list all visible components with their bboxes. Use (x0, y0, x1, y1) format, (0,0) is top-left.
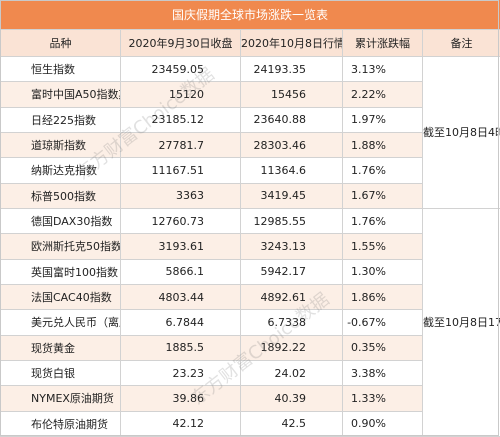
row-name: 英国富时100指数 (0, 258, 121, 285)
header-now: 2020年10月8日行情 (240, 29, 343, 57)
market-table: 品种 2020年9月30日收盘 2020年10月8日行情 累计涨跌幅 备注 恒生… (0, 29, 500, 437)
table-row: NYMEX原油期货 39.86 40.39 1.33% (0, 385, 500, 412)
row-name: 德国DAX30指数 (0, 207, 121, 235)
table-row: 富时中国A50指数期货 15120 15456 2.22% (0, 81, 500, 108)
table-row: 道琼斯指数 27781.7 28303.46 1.88% (0, 131, 500, 159)
row-close: 15120 (120, 81, 241, 108)
row-name: 纳斯达克指数 (0, 157, 121, 184)
row-now: 3243.13 (240, 233, 343, 260)
row-close: 12760.73 (120, 207, 241, 235)
row-name: 标普500指数 (0, 182, 121, 209)
table-row: 美元兑人民币（离岸） 6.7844 6.7338 -0.67% (0, 309, 500, 336)
row-close: 3363 (120, 182, 241, 209)
row-close: 3193.61 (120, 233, 241, 260)
row-close: 27781.7 (120, 131, 241, 159)
note-cell: 截至10月8日4时 (422, 56, 500, 209)
row-close: 23.23 (120, 359, 241, 387)
row-change: -0.67% (342, 309, 423, 336)
table-row: 欧洲斯托克50指数 3193.61 3243.13 1.55% (0, 233, 500, 260)
row-now: 40.39 (240, 385, 343, 412)
row-close: 23185.12 (120, 106, 241, 133)
row-change: 1.33% (342, 385, 423, 412)
table-row: 德国DAX30指数 12760.73 12985.55 1.76% 截至10月8… (0, 207, 500, 437)
row-name: NYMEX原油期货 (0, 385, 121, 412)
table-title: 国庆假期全球市场涨跌一览表 (0, 0, 500, 29)
row-close: 5866.1 (120, 258, 241, 285)
row-now: 1892.22 (240, 334, 343, 361)
table-row: 英国富时100指数 5866.1 5942.17 1.30% (0, 258, 500, 285)
row-now: 5942.17 (240, 258, 343, 285)
row-change: 1.67% (342, 182, 423, 209)
row-change: 1.76% (342, 207, 423, 235)
row-now: 24.02 (240, 359, 343, 387)
header-change: 累计涨跌幅 (342, 29, 423, 57)
header-row: 品种 2020年9月30日收盘 2020年10月8日行情 累计涨跌幅 备注 (0, 29, 500, 57)
row-name: 现货白银 (0, 359, 121, 387)
note-cell: 截至10月8日17时 (422, 207, 500, 437)
row-now: 24193.35 (240, 55, 343, 83)
row-close: 39.86 (120, 385, 241, 412)
row-close: 42.12 (120, 410, 241, 437)
row-close: 23459.05 (120, 55, 241, 83)
row-name: 欧洲斯托克50指数 (0, 233, 121, 260)
row-name: 富时中国A50指数期货 (0, 81, 121, 108)
row-change: 1.97% (342, 106, 423, 133)
row-change: 2.22% (342, 81, 423, 108)
table-row: 布伦特原油期货 42.12 42.5 0.90% (0, 410, 500, 437)
row-now: 4892.61 (240, 283, 343, 311)
row-change: 0.90% (342, 410, 423, 437)
table-row: 现货白银 23.23 24.02 3.38% (0, 359, 500, 387)
row-change: 1.86% (342, 283, 423, 311)
row-close: 4803.44 (120, 283, 241, 311)
row-change: 1.55% (342, 233, 423, 260)
row-change: 1.30% (342, 258, 423, 285)
header-note: 备注 (422, 29, 500, 57)
row-name: 布伦特原油期货 (0, 410, 121, 437)
row-name: 道琼斯指数 (0, 131, 121, 159)
row-change: 1.88% (342, 131, 423, 159)
row-now: 28303.46 (240, 131, 343, 159)
header-name: 品种 (0, 29, 121, 57)
